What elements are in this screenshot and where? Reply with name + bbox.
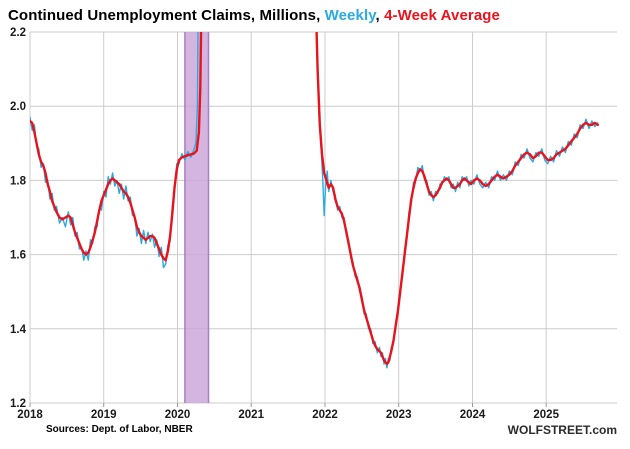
4-week-average-line — [315, 32, 599, 366]
y-tick-label: 1.6 — [10, 250, 26, 262]
x-tick-label: 2025 — [533, 409, 559, 421]
chart-footer: Sources: Dept. of Labor, NBER WOLFSTREET… — [0, 422, 630, 437]
wolfstreet-branding: WOLFSTREET.com — [507, 422, 617, 437]
x-tick-label: 2019 — [91, 409, 117, 421]
x-tick-label: 2021 — [238, 409, 264, 421]
y-tick-label: 1.4 — [10, 324, 27, 336]
recession-band — [184, 32, 209, 403]
y-tick-label: 2.2 — [10, 27, 26, 39]
weekly-line — [315, 32, 599, 369]
chart-title: Continued Unemployment Claims, Millions,… — [0, 0, 630, 24]
chart-title-text: Continued Unemployment Claims, Millions, — [8, 7, 325, 24]
x-tick-label: 2023 — [386, 409, 412, 421]
chart-title-separator: , — [375, 7, 385, 24]
y-tick-label: 2.0 — [10, 101, 26, 113]
x-tick-label: 2018 — [17, 409, 43, 421]
weekly-line — [30, 32, 199, 269]
4-week-average-line — [30, 32, 203, 262]
x-tick-label: 2020 — [165, 409, 191, 421]
chart-title-weekly-label: Weekly — [324, 7, 376, 24]
x-tick-label: 2024 — [460, 409, 486, 421]
sources-note: Sources: Dept. of Labor, NBER — [46, 424, 193, 435]
x-tick-label: 2022 — [312, 409, 338, 421]
y-tick-label: 1.8 — [10, 175, 27, 187]
y-tick-label: 1.2 — [10, 398, 26, 410]
chart-title-avg-label: 4-Week Average — [384, 7, 501, 24]
